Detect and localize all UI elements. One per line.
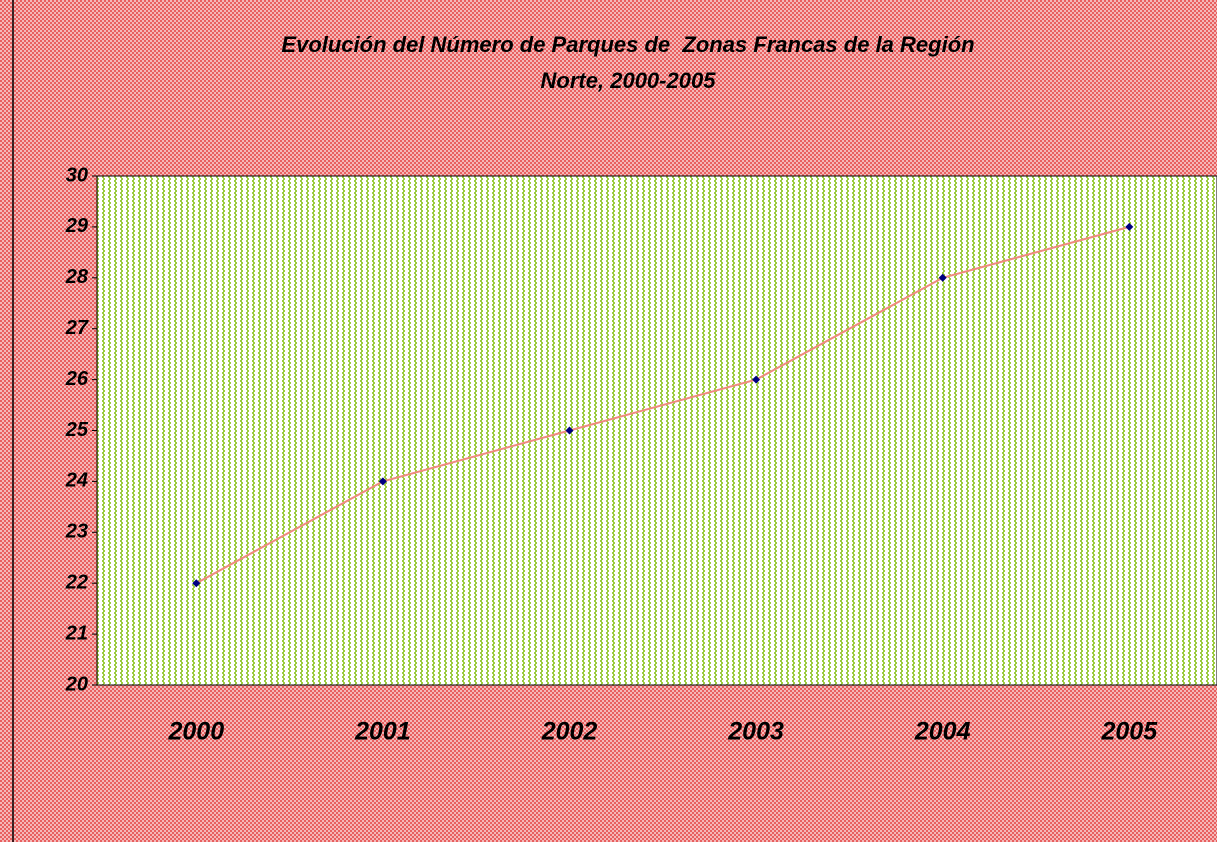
marker: [1125, 222, 1134, 231]
line: [195, 225, 1130, 585]
y-tick-label: 21: [65, 622, 88, 644]
marker: [752, 375, 761, 384]
marker: [378, 477, 387, 486]
y-tick-label: 25: [65, 419, 89, 441]
y-tick-label: 27: [65, 317, 89, 339]
chart-title: Norte, 2000-2005: [541, 68, 717, 93]
x-tick-label: 2005: [1100, 718, 1158, 746]
x-tick-label: 2000: [167, 718, 224, 746]
y-tick-label: 22: [65, 571, 88, 593]
marker: [192, 579, 201, 588]
marker: [565, 426, 574, 435]
y-tick-label: 29: [65, 215, 89, 237]
y-tick-label: 30: [66, 164, 88, 186]
y-tick-label: 28: [65, 266, 89, 288]
plot-area: [96, 175, 1217, 686]
y-tick-label: 23: [65, 521, 88, 543]
x-tick-label: 2003: [727, 718, 784, 746]
chart-title: Evolución del Número de Parques de Zonas…: [281, 32, 974, 57]
marker: [938, 273, 947, 282]
y-tick-label: 20: [65, 673, 88, 695]
x-tick-label: 2001: [354, 718, 411, 746]
y-tick-label: 24: [65, 470, 88, 492]
x-tick-label: 2004: [914, 718, 971, 746]
y-tick-label: 26: [65, 368, 89, 390]
x-tick-label: 2002: [541, 718, 598, 746]
